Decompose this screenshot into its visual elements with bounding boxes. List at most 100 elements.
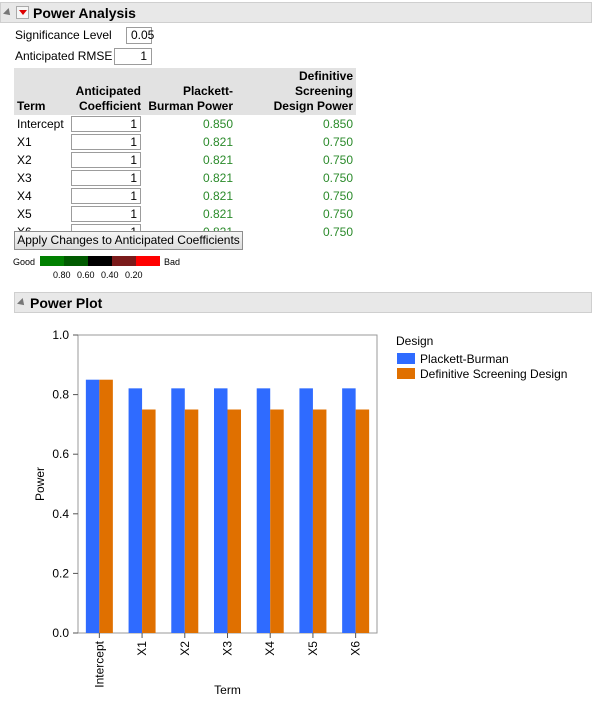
bar-plackett-burman-intercept bbox=[85, 379, 100, 633]
dsd-power-cell: 0.850 bbox=[322, 117, 353, 131]
bar-plackett-burman-x6 bbox=[342, 388, 356, 633]
x-tick-label: X3 bbox=[221, 641, 235, 656]
bar-plackett-burman-x2 bbox=[171, 388, 185, 633]
legend-swatch-2 bbox=[64, 256, 88, 266]
bar-plackett-burman-x1 bbox=[128, 388, 143, 633]
dsd-power-header: Definitive Screening Design Power bbox=[236, 68, 356, 115]
table-row: Intercept 1 0.850 0.850 bbox=[14, 115, 356, 133]
power-plot-title: Power Plot bbox=[30, 294, 103, 311]
dsd-power-cell: 0.750 bbox=[322, 135, 353, 149]
bar-dsd-x5 bbox=[312, 409, 327, 633]
coefficient-cell: 1 bbox=[68, 205, 144, 223]
x-tick-label: Intercept bbox=[92, 640, 106, 687]
dsd-power-cell: 0.750 bbox=[322, 207, 353, 221]
legend-title: Design bbox=[396, 334, 433, 348]
term-cell: X5 bbox=[17, 207, 32, 221]
power-analysis-title: Power Analysis bbox=[33, 4, 136, 21]
x-tick-label: X5 bbox=[306, 641, 320, 656]
coefficient-cell: 1 bbox=[68, 115, 144, 133]
pb-power-cell: 0.821 bbox=[202, 153, 233, 167]
y-tick-label: 0.0 bbox=[52, 626, 69, 640]
term-cell: Intercept bbox=[17, 117, 64, 131]
bar-plackett-burman-x5 bbox=[299, 388, 313, 633]
x-tick-label: X6 bbox=[349, 641, 363, 656]
x-tick-label: X4 bbox=[263, 641, 277, 656]
power-analysis-header[interactable]: Power Analysis bbox=[0, 2, 592, 23]
pb-power-cell: 0.821 bbox=[202, 135, 233, 149]
coefficient-input[interactable]: 1 bbox=[71, 206, 141, 222]
pb-power-cell: 0.821 bbox=[202, 189, 233, 203]
bar-dsd-x4 bbox=[270, 409, 284, 633]
bar-plackett-burman-x4 bbox=[256, 388, 271, 633]
y-tick-label: 0.2 bbox=[52, 566, 69, 580]
coefficient-cell: 1 bbox=[68, 169, 144, 187]
coefficient-input[interactable]: 1 bbox=[71, 116, 141, 132]
red-triangle-menu-icon[interactable] bbox=[16, 6, 29, 19]
coefficient-cell: 1 bbox=[68, 133, 144, 151]
power-plot-chart: 0.0 0.2 0.4 0.6 0.8 1.0 Intercept X1 X2 X3 X4 X5 X6 T… bbox=[33, 328, 567, 697]
good-label: Good bbox=[13, 257, 36, 267]
coefficient-input[interactable]: 1 bbox=[71, 188, 141, 204]
coefficient-cell: 1 bbox=[68, 187, 144, 205]
legend-tick-label: 0.40 bbox=[101, 270, 119, 280]
bar-dsd-x2 bbox=[184, 409, 199, 633]
table-row: X3 1 0.821 0.750 bbox=[14, 169, 356, 187]
term-cell: X3 bbox=[17, 171, 32, 185]
anticipated-coefficient-header: Anticipated Coefficient bbox=[68, 68, 144, 115]
legend-label: Definitive Screening Design bbox=[420, 367, 567, 381]
y-tick-label: 0.8 bbox=[52, 388, 69, 402]
table-row: X2 1 0.821 0.750 bbox=[14, 151, 356, 169]
dsd-power-cell: 0.750 bbox=[322, 225, 353, 239]
y-tick-label: 0.6 bbox=[52, 447, 69, 461]
pb-power-cell: 0.821 bbox=[202, 171, 233, 185]
coefficient-input[interactable]: 1 bbox=[71, 152, 141, 168]
legend-tick-label: 0.60 bbox=[77, 270, 95, 280]
legend-label: Plackett-Burman bbox=[420, 352, 509, 366]
bad-label: Bad bbox=[164, 257, 181, 267]
coefficient-input[interactable]: 1 bbox=[71, 170, 141, 186]
y-axis-title: Power bbox=[33, 467, 47, 501]
power-table: Term Anticipated Coefficient Plackett- Bur… bbox=[14, 68, 356, 241]
legend-swatch-plackett-burman bbox=[397, 353, 415, 364]
dsd-power-cell: 0.750 bbox=[322, 153, 353, 167]
significance-level-label: Significance Level bbox=[15, 28, 112, 42]
plackett-burman-power-header: Plackett- Burman Power bbox=[144, 68, 236, 115]
dsd-power-cell: 0.750 bbox=[322, 189, 353, 203]
coefficient-input[interactable]: 1 bbox=[71, 134, 141, 150]
bar-dsd-x1 bbox=[142, 409, 156, 633]
y-tick-label: 0.4 bbox=[52, 507, 69, 521]
x-tick-label: X1 bbox=[135, 641, 149, 656]
anticipated-rmse-label: Anticipated RMSE bbox=[15, 49, 113, 63]
bar-dsd-intercept bbox=[99, 379, 113, 633]
dsd-power-cell: 0.750 bbox=[322, 171, 353, 185]
significance-level-input[interactable]: 0.05 bbox=[126, 27, 154, 44]
legend-tick-label: 0.20 bbox=[125, 270, 143, 280]
legend-swatch-5 bbox=[136, 256, 160, 266]
anticipated-rmse-input[interactable]: 1 bbox=[114, 48, 152, 65]
legend-swatch-3 bbox=[88, 256, 112, 266]
legend-tick-label: 0.80 bbox=[53, 270, 71, 280]
legend-swatch-4 bbox=[112, 256, 136, 266]
bar-plackett-burman-x3 bbox=[214, 388, 228, 633]
term-column-header: Term bbox=[14, 68, 68, 115]
disclosure-triangle-icon[interactable] bbox=[17, 297, 27, 308]
bar-dsd-x3 bbox=[227, 409, 241, 633]
table-row: X4 1 0.821 0.750 bbox=[14, 187, 356, 205]
term-cell: X1 bbox=[17, 135, 32, 149]
x-tick-label: X2 bbox=[178, 641, 192, 656]
bar-dsd-x6 bbox=[355, 409, 370, 633]
table-row: X1 1 0.821 0.750 bbox=[14, 133, 356, 151]
term-cell: X4 bbox=[17, 189, 32, 203]
pb-power-cell: 0.850 bbox=[202, 117, 233, 131]
legend-swatch-1 bbox=[40, 256, 64, 266]
table-row: X5 1 0.821 0.750 bbox=[14, 205, 356, 223]
x-axis-title: Term bbox=[214, 683, 241, 697]
coefficient-cell: 1 bbox=[68, 151, 144, 169]
power-plot-header[interactable]: Power Plot bbox=[14, 292, 592, 313]
y-tick-label: 1.0 bbox=[52, 328, 69, 342]
legend-swatch-dsd bbox=[397, 368, 415, 379]
disclosure-triangle-icon[interactable] bbox=[3, 7, 13, 18]
term-cell: X2 bbox=[17, 153, 32, 167]
apply-changes-button[interactable]: Apply Changes to Anticipated Coefficient… bbox=[14, 231, 243, 250]
pb-power-cell: 0.821 bbox=[202, 207, 233, 221]
